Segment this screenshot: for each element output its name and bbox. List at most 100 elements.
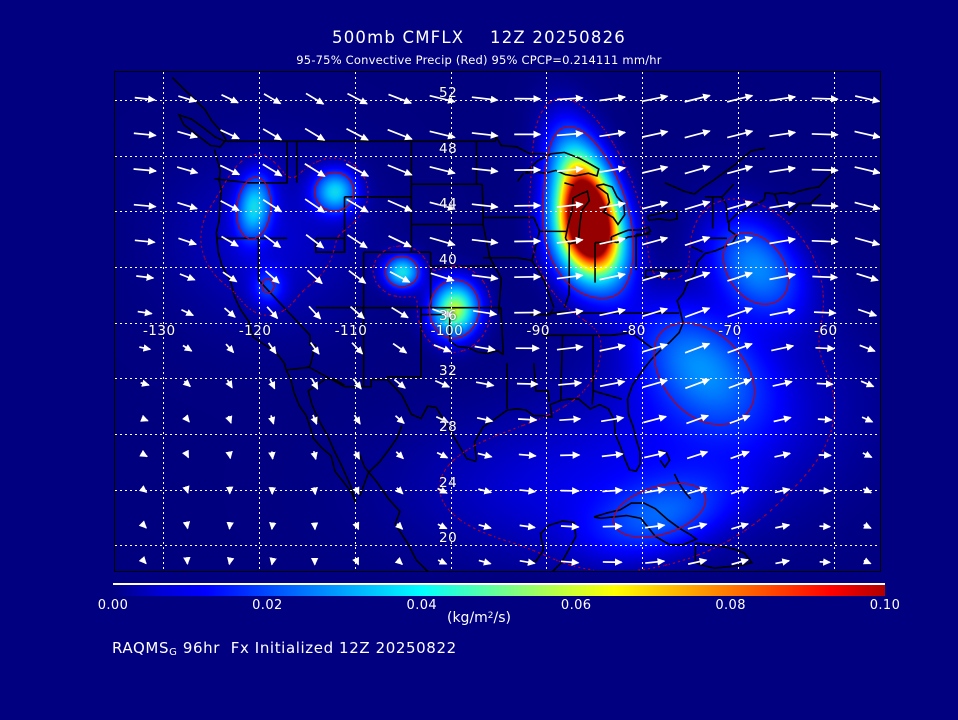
percentile-contour-segment — [228, 175, 231, 177]
percentile-contour-segment — [565, 280, 570, 285]
percentile-contour-segment — [702, 504, 706, 509]
map-boundary-path — [177, 113, 227, 148]
lon-label: -100 — [430, 322, 464, 339]
percentile-contour-segment — [238, 193, 241, 197]
percentile-contour-segment — [266, 156, 270, 159]
percentile-contour-segment — [269, 290, 273, 294]
percentile-contour-segment — [548, 101, 551, 104]
percentile-contour-segment — [458, 335, 464, 339]
wind-vector — [641, 236, 669, 246]
map-boundary-path — [494, 135, 551, 156]
percentile-contour-segment — [665, 563, 669, 566]
percentile-contour-segment — [395, 295, 400, 298]
colorbar-tick-label: 0.04 — [406, 598, 438, 613]
percentile-contour-segment — [753, 201, 759, 205]
percentile-contour-segment — [468, 525, 475, 529]
wind-vector — [642, 307, 669, 318]
percentile-contour-segment — [488, 293, 491, 297]
percentile-contour-segment — [548, 146, 551, 151]
percentile-contour-segment — [234, 166, 237, 169]
percentile-contour-segment — [553, 558, 557, 561]
percentile-contour-segment — [343, 205, 348, 209]
percentile-contour-segment — [787, 222, 793, 227]
percentile-contour-segment — [468, 445, 475, 450]
wind-vector — [393, 378, 406, 389]
wind-vector — [641, 164, 669, 174]
wind-vector — [811, 95, 839, 103]
percentile-contour-segment — [738, 232, 744, 235]
percentile-contour-segment — [727, 340, 734, 347]
percentile-contour-segment — [701, 507, 705, 511]
percentile-contour-segment — [722, 261, 726, 267]
percentile-contour-segment — [783, 261, 787, 267]
percentile-contour-segment — [304, 285, 310, 290]
percentile-contour-segment — [429, 300, 432, 307]
wind-vector — [430, 272, 455, 283]
percentile-contour-segment — [723, 198, 729, 201]
percentile-contour-segment — [350, 196, 354, 202]
percentile-contour-segment — [758, 516, 764, 521]
lon-label: -110 — [334, 322, 368, 339]
map-plot-area: -130 -120 -110 -100 -90 -80 -70 -60 52 48 44 40 36 32… — [114, 71, 881, 572]
wind-vector — [437, 486, 448, 494]
map-boundary-path — [595, 183, 626, 226]
percentile-contour-segment — [628, 271, 632, 277]
wind-vector — [392, 342, 408, 354]
wind-vector — [388, 235, 412, 248]
colorbar-tick-label: 0.00 — [97, 598, 129, 613]
wind-vector — [856, 272, 879, 282]
percentile-contour-segment — [434, 345, 440, 350]
percentile-contour-segment — [816, 266, 819, 270]
percentile-contour-segment — [543, 277, 547, 282]
percentile-contour-segment — [601, 126, 605, 130]
wind-vector — [182, 449, 190, 459]
percentile-contour-segment — [437, 330, 440, 334]
percentile-contour-segment — [583, 131, 590, 137]
percentile-contour-segment — [215, 275, 221, 281]
percentile-contour-segment — [478, 275, 484, 282]
percentile-contour-segment — [748, 232, 754, 235]
wind-vector — [819, 487, 832, 495]
percentile-contour-segment — [477, 339, 480, 342]
lat-label: 44 — [439, 196, 458, 213]
wind-vector — [685, 378, 711, 390]
percentile-contour-segment — [383, 247, 390, 252]
wind-vector — [387, 199, 413, 212]
percentile-contour-segment — [318, 204, 322, 207]
percentile-contour-segment — [638, 568, 644, 571]
gridline-lat — [115, 211, 880, 213]
lat-label: 48 — [439, 140, 458, 157]
percentile-contour-segment — [658, 330, 663, 337]
map-boundary-path — [631, 192, 766, 386]
percentile-contour-segment — [693, 554, 698, 558]
percentile-contour-segment — [352, 186, 355, 192]
percentile-contour-segment — [574, 101, 580, 105]
percentile-contour-segment — [578, 315, 585, 321]
percentile-contour-segment — [264, 278, 270, 281]
percentile-contour-segment — [598, 146, 603, 153]
percentile-contour-segment — [814, 261, 818, 267]
wind-vector — [726, 129, 754, 139]
percentile-contour-segment — [698, 324, 702, 327]
percentile-contour-segment — [543, 106, 546, 109]
percentile-contour-segment — [541, 108, 545, 113]
map-boundary-path — [481, 184, 484, 225]
percentile-contour-segment — [776, 503, 779, 506]
percentile-contour-segment — [832, 395, 835, 401]
percentile-contour-segment — [779, 215, 784, 220]
percentile-contour-segment — [563, 562, 569, 566]
percentile-contour-segment — [638, 201, 641, 207]
wind-vector — [266, 306, 279, 320]
percentile-contour-segment — [374, 280, 380, 287]
wind-vector — [775, 558, 791, 566]
map-boundary-path — [308, 335, 316, 368]
wind-vector — [862, 450, 873, 459]
percentile-contour-segment — [727, 240, 729, 242]
percentile-contour-segment — [444, 504, 450, 511]
map-boundary-path — [593, 502, 698, 546]
wind-vector — [262, 198, 283, 213]
percentile-contour-segment — [385, 261, 390, 267]
percentile-contour-segment — [408, 281, 415, 286]
percentile-contour-segment — [598, 360, 601, 365]
percentile-contour-segment — [758, 203, 764, 207]
